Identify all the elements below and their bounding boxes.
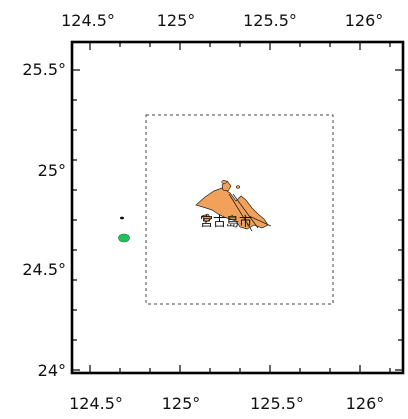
green-island-marker bbox=[118, 233, 130, 243]
island-west bbox=[201, 213, 212, 223]
x-tick-label-top-125: 125° bbox=[157, 11, 196, 30]
x-tick-label-top-125.5: 125.5° bbox=[243, 11, 297, 30]
islet-north bbox=[221, 180, 227, 184]
y-tick-label-24.5: 24.5° bbox=[22, 260, 66, 279]
x-tick-label-bottom-125: 125° bbox=[162, 394, 201, 413]
islet-east bbox=[235, 185, 241, 189]
x-tick-label-bottom-124.5: 124.5° bbox=[69, 394, 123, 413]
miyako-island-group bbox=[195, 180, 272, 232]
tick-marks bbox=[72, 42, 403, 373]
islet-dot bbox=[120, 216, 124, 220]
study-area-box bbox=[145, 114, 334, 305]
y-tick-label-25.5: 25.5° bbox=[22, 60, 66, 79]
y-tick-label-24: 24° bbox=[38, 361, 66, 380]
x-tick-label-bottom-125.5: 125.5° bbox=[250, 394, 304, 413]
x-tick-label-bottom-126: 126° bbox=[346, 394, 385, 413]
tick-labels: 124.5° 125° 125.5° 126° 124.5° 125° 125.… bbox=[22, 11, 384, 413]
map-frame bbox=[70, 40, 405, 375]
bridge-lines bbox=[228, 193, 272, 232]
place-label: 宮古島市 bbox=[200, 214, 252, 230]
x-tick-label-top-124.5: 124.5° bbox=[61, 11, 115, 30]
x-tick-label-top-126: 126° bbox=[345, 11, 384, 30]
y-tick-label-25: 25° bbox=[38, 161, 66, 180]
